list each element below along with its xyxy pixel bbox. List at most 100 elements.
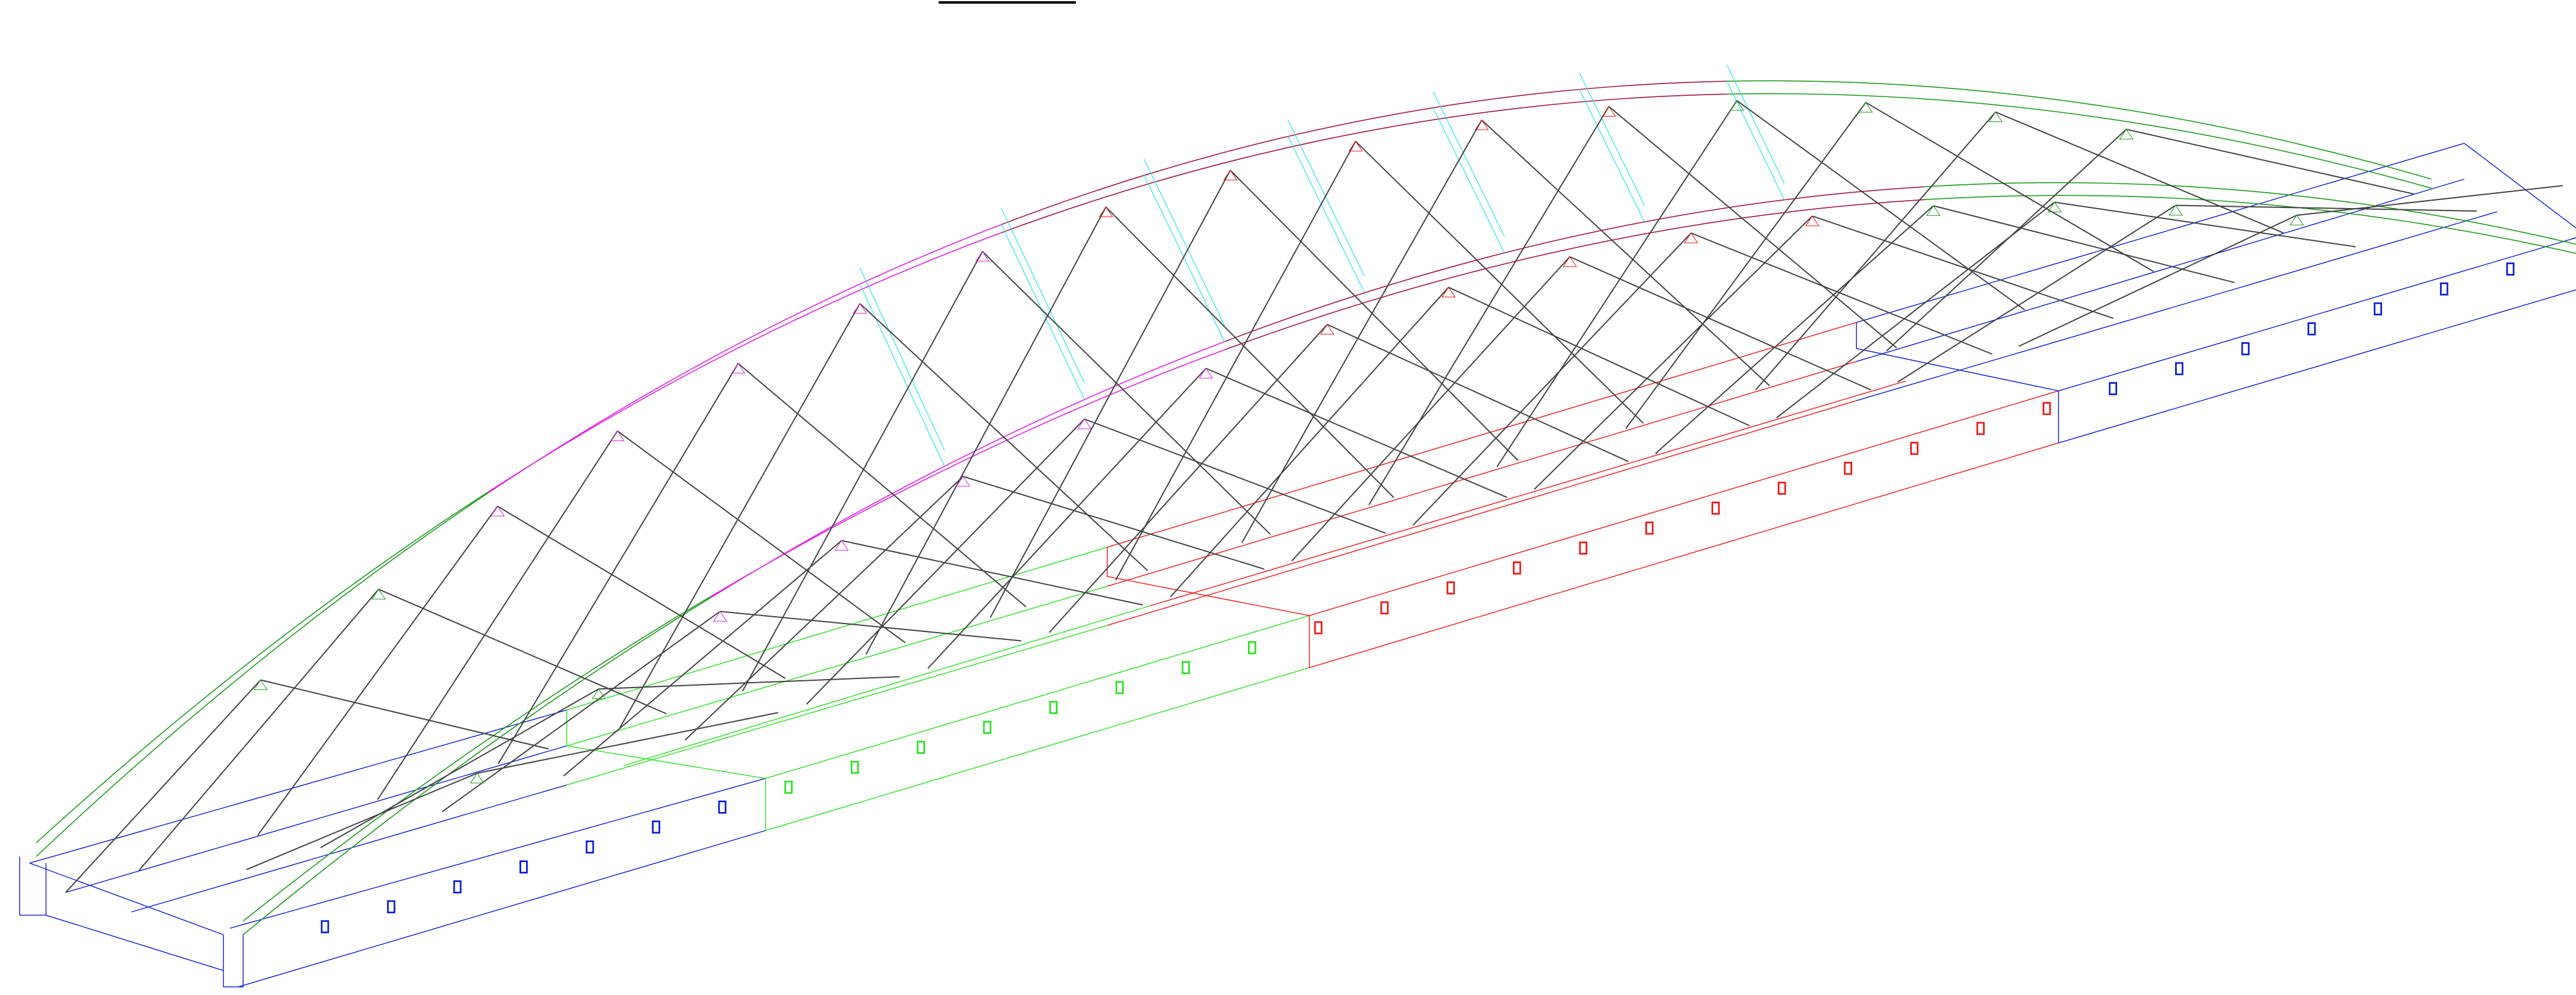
hanger-back-a-7 <box>1106 207 1394 497</box>
hanger-front-a-8 <box>1449 287 1750 426</box>
deck-joint-quarter-center <box>1107 547 1309 668</box>
deck-edge-top-end-left <box>230 778 766 929</box>
deck-edge-back-end-left <box>29 710 566 863</box>
hanger-front-b-6 <box>928 368 1205 669</box>
deck-bolt-icon <box>652 821 660 834</box>
hanger-front-a-7 <box>1327 325 1628 462</box>
hanger-anchor-icon <box>2169 206 2182 215</box>
hanger-anchor-icon <box>1349 142 1362 151</box>
deck-bolt-icon <box>387 900 395 914</box>
bracing-tube-2-b <box>1144 159 1225 326</box>
deck-bolt-icon <box>585 840 594 854</box>
hanger-back-b-1 <box>139 589 378 871</box>
hanger-anchor-icon <box>1199 368 1213 378</box>
hanger-anchor-icon <box>835 541 848 550</box>
bracing-tube-1-a <box>1001 225 1084 400</box>
hanger-back-b-9 <box>1116 142 1355 580</box>
deck-bolt-icon <box>1314 621 1322 634</box>
deck-bolt-icon <box>1247 641 1257 655</box>
hanger-front-a-4 <box>963 476 1264 569</box>
scale-bar <box>939 1 1076 4</box>
arch-front-center-upper-2 <box>1225 187 1924 342</box>
arch-front-center-lower-2 <box>1225 199 1924 350</box>
hanger-front-b-14 <box>1898 206 2176 383</box>
hanger-front-b-11 <box>1534 216 1812 489</box>
deck-structure <box>20 143 2576 987</box>
hanger-anchor-icon <box>1989 112 2002 122</box>
deck-bolt-icon <box>917 741 925 754</box>
hanger-front-b-3 <box>564 541 842 776</box>
arch-front-quarter-lower-1 <box>711 350 1225 596</box>
hanger-anchor-icon <box>1099 207 1113 217</box>
deck-bolt-icon <box>1182 661 1190 675</box>
deck-edge-front-end-right <box>2058 290 2576 443</box>
deck-bolt-icon <box>320 920 330 933</box>
hanger-front-a-2 <box>720 611 1021 641</box>
arch-ribs <box>36 81 2576 935</box>
arch-back-end-upper-0 <box>36 493 488 857</box>
hanger-front-b-8 <box>1171 287 1448 597</box>
hanger-front-a-1 <box>599 677 900 689</box>
bracing-tube-3-b <box>1288 120 1364 276</box>
deck-bolt-icon <box>1512 561 1521 575</box>
hanger-front-a-11 <box>1813 216 2113 318</box>
deck-edge-back-quarter-left <box>567 547 1108 710</box>
hanger-back-a-5 <box>860 304 1148 571</box>
hanger-anchor-icon <box>1321 325 1334 334</box>
deck-edge-top-end-right <box>2058 238 2576 391</box>
hanger-front-a-10 <box>1691 233 1992 354</box>
arch-front-end-upper-3 <box>1924 182 2576 244</box>
hanger-anchor-icon <box>471 774 484 783</box>
hanger-network <box>66 101 2563 893</box>
end-crossbeam-left-low <box>46 915 223 971</box>
arch-back-quarter-upper-1 <box>488 225 1001 493</box>
arch-front-end-upper-0 <box>243 598 710 935</box>
deck-edge-top-center <box>1309 391 2058 616</box>
hanger-anchors <box>254 101 2303 783</box>
hanger-back-a-1 <box>378 589 666 714</box>
stringer-1-d <box>1856 179 2464 362</box>
deck-bolts <box>320 262 2515 933</box>
hanger-front-b-4 <box>685 476 963 740</box>
stringer-1-b <box>567 586 1108 746</box>
deck-bolt-icon <box>1579 541 1587 555</box>
hanger-anchor-icon <box>2048 202 2062 212</box>
hanger-front-b-2 <box>442 611 720 812</box>
hanger-anchor-icon <box>1602 106 1615 116</box>
hanger-back-b-2 <box>258 506 497 835</box>
deck-bolt-icon <box>2109 382 2118 395</box>
hanger-anchor-icon <box>1224 170 1237 180</box>
hanger-front-b-5 <box>807 419 1084 704</box>
hanger-anchor-icon <box>1078 419 1091 429</box>
hanger-back-a-12 <box>1737 101 2025 310</box>
deck-bolt-icon <box>1910 442 1919 455</box>
bracing-tube-4-a <box>1433 108 1504 253</box>
hanger-back-a-14 <box>1996 112 2284 233</box>
deck-bolt-icon <box>1711 501 1720 515</box>
hanger-back-b-3 <box>378 431 618 799</box>
stringer-2-d <box>1856 212 2497 401</box>
hanger-anchor-icon <box>1442 287 1456 297</box>
hanger-back-a-2 <box>497 506 785 678</box>
arch-back-end-upper-3 <box>1727 81 2431 179</box>
arch-back-quarter-lower-1 <box>488 232 1001 492</box>
hanger-front-b-10 <box>1413 233 1690 525</box>
hanger-anchor-icon <box>956 476 970 486</box>
stringer-3-c <box>1150 381 1905 606</box>
deck-bolt-icon <box>983 720 992 735</box>
bracing-tube-6-b <box>1727 65 1784 183</box>
arch-back-end-lower-3 <box>1727 94 2431 189</box>
deck-bolt-icon <box>1645 522 1654 535</box>
hanger-anchor-icon <box>611 431 624 440</box>
hanger-front-a-15 <box>2296 185 2563 215</box>
deck-joint-right <box>1856 323 2058 444</box>
hanger-anchor-icon <box>372 589 386 599</box>
stringer-1-a <box>66 746 567 893</box>
end-crossbeam-right <box>2464 143 2576 228</box>
hanger-back-a-0 <box>261 680 549 749</box>
deck-bolt-icon <box>1976 422 1985 436</box>
arch-front-quarter-upper-1 <box>711 342 1225 598</box>
hanger-front-b-1 <box>320 689 598 847</box>
deck-bolt-icon <box>1446 581 1455 595</box>
